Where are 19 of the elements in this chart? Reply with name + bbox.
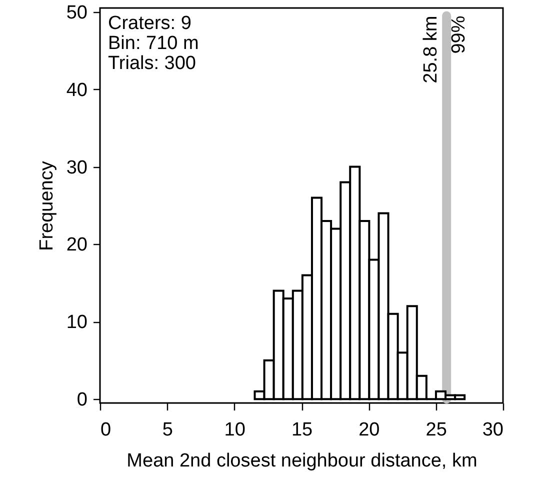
- y-tick-label: 0: [76, 390, 88, 411]
- y-tick-label: 20: [66, 234, 88, 256]
- y-tick-label: 10: [66, 312, 88, 334]
- x-tick-label: 25: [426, 420, 447, 440]
- ref-line-label: 25.8 km 99%: [420, 16, 470, 84]
- annotation: Bin: 710 m: [108, 33, 199, 54]
- y-axis-title: Frequency: [36, 160, 58, 251]
- x-tick-label: 20: [358, 420, 380, 440]
- y-tick-label: 40: [66, 80, 88, 101]
- x-tick-label: 15: [291, 420, 313, 440]
- y-tick-label: 30: [66, 157, 88, 178]
- x-tick-label: 30: [482, 420, 504, 440]
- annotation: Craters: 9: [108, 13, 192, 34]
- x-tick-label: 5: [162, 420, 173, 440]
- x-tick-label: 10: [224, 420, 246, 440]
- x-axis-title: Mean 2nd closest neighbour distance, km: [126, 450, 478, 472]
- annotation: Trials: 300: [108, 53, 196, 74]
- y-tick-label: 50: [66, 2, 88, 24]
- x-tick-label: 0: [100, 420, 112, 440]
